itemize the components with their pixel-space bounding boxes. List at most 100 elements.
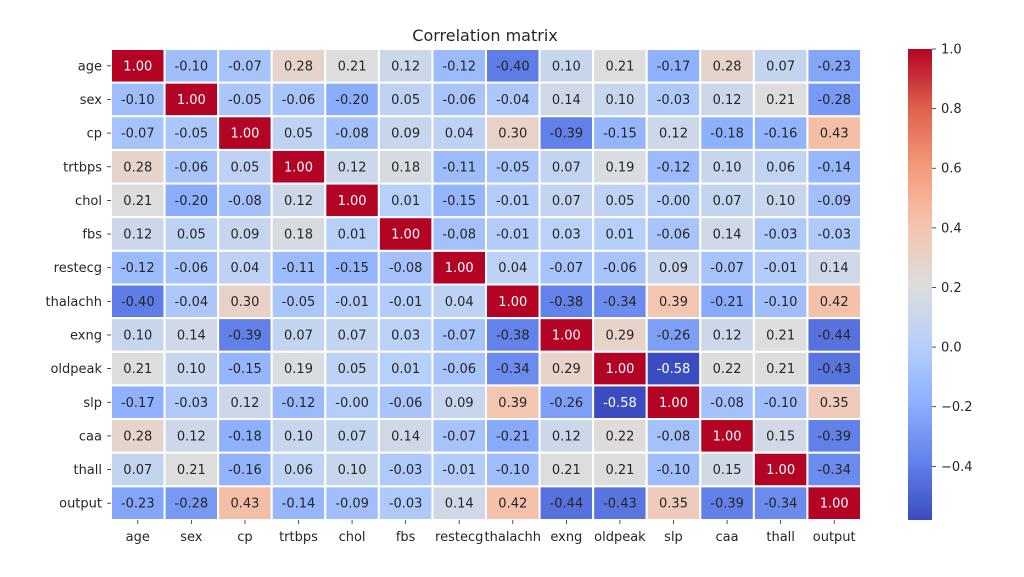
cell-label-chol-thall: 0.10	[766, 194, 795, 209]
heatmap-cell-trtbps-fbs	[377, 148, 434, 185]
heatmap-cell-fbs-sex	[163, 216, 220, 252]
colorbar-tick-label-3: 0.4	[941, 221, 962, 236]
heatmap-cell-slp-restecg	[431, 384, 487, 421]
cell-label-thall-output: -0.34	[817, 463, 851, 478]
cell-label-thall-exng: 0.21	[552, 463, 581, 478]
heatmap-cell-fbs-trtbps	[270, 216, 327, 252]
y-tick-label-fbs: fbs	[82, 228, 102, 243]
heatmap-cell-trtbps-thall	[752, 148, 809, 185]
heatmap-cell-age-thalachh	[485, 48, 541, 84]
cell-label-caa-fbs: 0.14	[391, 429, 420, 444]
cell-label-output-slp: 0.35	[659, 497, 688, 512]
colorbar-tick-label-6: −0.2	[941, 400, 973, 415]
cell-label-output-sex: -0.28	[175, 497, 209, 512]
cell-label-thalachh-fbs: -0.01	[389, 295, 423, 310]
heatmap-cell-oldpeak-sex	[163, 350, 220, 387]
cell-label-restecg-age: -0.12	[121, 261, 155, 276]
cell-label-restecg-thall: -0.01	[764, 261, 798, 276]
cell-label-output-caa: -0.39	[710, 497, 744, 512]
cell-label-fbs-thall: -0.03	[764, 228, 798, 243]
cell-label-thalachh-trtbps: -0.05	[282, 295, 316, 310]
heatmap-cell-chol-slp	[645, 182, 702, 219]
cell-label-thall-sex: 0.21	[177, 463, 206, 478]
cell-label-restecg-cp: 0.04	[230, 261, 259, 276]
cell-label-age-chol: 0.21	[338, 59, 367, 74]
cell-label-chol-cp: -0.08	[228, 194, 262, 209]
heatmap-cell-age-oldpeak	[592, 48, 648, 84]
cell-label-fbs-exng: 0.03	[552, 228, 581, 243]
cell-label-fbs-oldpeak: 0.01	[605, 228, 634, 243]
cell-label-fbs-caa: 0.14	[713, 228, 742, 243]
cell-label-oldpeak-chol: 0.05	[338, 362, 367, 377]
x-tick-label-cp: cp	[237, 530, 252, 545]
cell-label-slp-oldpeak: -0.58	[603, 396, 637, 411]
heatmap-cell-thall-slp	[645, 451, 702, 488]
cell-label-thall-slp: -0.10	[657, 463, 691, 478]
cell-label-oldpeak-trtbps: 0.19	[284, 362, 313, 377]
cell-label-chol-oldpeak: 0.05	[605, 194, 634, 209]
cell-label-cp-slp: 0.12	[659, 127, 688, 142]
cell-label-trtbps-fbs: 0.18	[391, 160, 420, 175]
cell-label-sex-trtbps: -0.06	[282, 93, 316, 108]
x-tick-label-restecg: restecg	[435, 530, 483, 545]
cell-label-chol-caa: 0.07	[713, 194, 742, 209]
heatmap-cell-restecg-chol	[324, 249, 380, 286]
cell-label-thall-oldpeak: 0.21	[605, 463, 634, 478]
cell-label-output-thalachh: 0.42	[498, 497, 527, 512]
cell-label-exng-cp: -0.39	[228, 328, 262, 343]
cell-label-cp-sex: -0.05	[175, 127, 209, 142]
heatmap-cell-output-restecg	[431, 485, 487, 522]
cell-label-exng-slp: -0.26	[657, 328, 691, 343]
cell-label-oldpeak-cp: -0.15	[228, 362, 262, 377]
cell-label-caa-exng: 0.12	[552, 429, 581, 444]
heatmap-cell-exng-thalachh	[485, 317, 541, 353]
colorbar	[908, 49, 932, 520]
cell-label-sex-fbs: 0.05	[391, 93, 420, 108]
heatmap-cell-labels: 1.00 -0.10 -0.07 0.28 0.21 0.12 -0.12 -0.40 0.10…	[121, 59, 851, 511]
heatmap-cell-slp-sex	[163, 384, 220, 421]
y-tick-label-output: output	[59, 497, 102, 512]
y-tick-label-trtbps: trtbps	[63, 160, 102, 175]
cell-label-slp-sex: -0.03	[175, 396, 209, 411]
cell-label-thalachh-restecg: 0.04	[445, 295, 474, 310]
cell-label-thalachh-thall: -0.10	[764, 295, 798, 310]
cell-label-cp-age: -0.07	[121, 127, 155, 142]
heatmap-cell-exng-output	[806, 317, 863, 353]
x-axis: age sex cp trtbps chol fbs restecg thalachh exng…	[126, 520, 856, 545]
y-tick-label-thall: thall	[73, 463, 102, 478]
cell-label-oldpeak-fbs: 0.01	[391, 362, 420, 377]
cell-label-chol-restecg: -0.15	[442, 194, 476, 209]
heatmap-cell-slp-output	[806, 384, 863, 421]
cell-label-oldpeak-output: -0.43	[817, 362, 851, 377]
cell-label-trtbps-slp: -0.12	[657, 160, 691, 175]
cell-label-fbs-sex: 0.05	[177, 228, 206, 243]
cell-label-chol-exng: 0.07	[552, 194, 581, 209]
heatmap-cell-trtbps-thalachh	[485, 148, 541, 185]
cell-label-trtbps-thall: 0.06	[766, 160, 795, 175]
cell-label-caa-oldpeak: 0.22	[605, 429, 634, 444]
cell-label-fbs-age: 0.12	[123, 228, 152, 243]
heatmap-cell-exng-oldpeak	[592, 317, 648, 353]
x-tick-label-sex: sex	[180, 530, 203, 545]
heatmap-cell-fbs-thalachh	[485, 216, 541, 252]
cell-label-slp-cp: 0.12	[230, 396, 259, 411]
heatmap-cell-restecg-output	[806, 249, 863, 286]
cell-label-sex-thalachh: -0.04	[496, 93, 530, 108]
x-tick-label-caa: caa	[716, 530, 739, 545]
cell-label-caa-slp: -0.08	[657, 429, 691, 444]
cell-label-thalachh-output: 0.42	[820, 295, 849, 310]
cell-label-thall-trtbps: 0.06	[284, 463, 313, 478]
heatmap-cell-chol-caa	[699, 182, 755, 219]
cell-label-cp-exng: -0.39	[550, 127, 584, 142]
cell-label-exng-caa: 0.12	[713, 328, 742, 343]
heatmap-cell-chol-thalachh	[485, 182, 541, 219]
cell-label-output-exng: -0.44	[550, 497, 584, 512]
heatmap-cell-sex-chol	[324, 81, 380, 118]
cell-label-restecg-slp: 0.09	[659, 261, 688, 276]
cell-label-output-chol: -0.09	[335, 497, 369, 512]
heatmap-cell-thalachh-fbs	[377, 283, 434, 320]
heatmap-cell-cp-exng	[538, 115, 595, 151]
cell-label-sex-thall: 0.21	[766, 93, 795, 108]
cell-label-trtbps-exng: 0.07	[552, 160, 581, 175]
